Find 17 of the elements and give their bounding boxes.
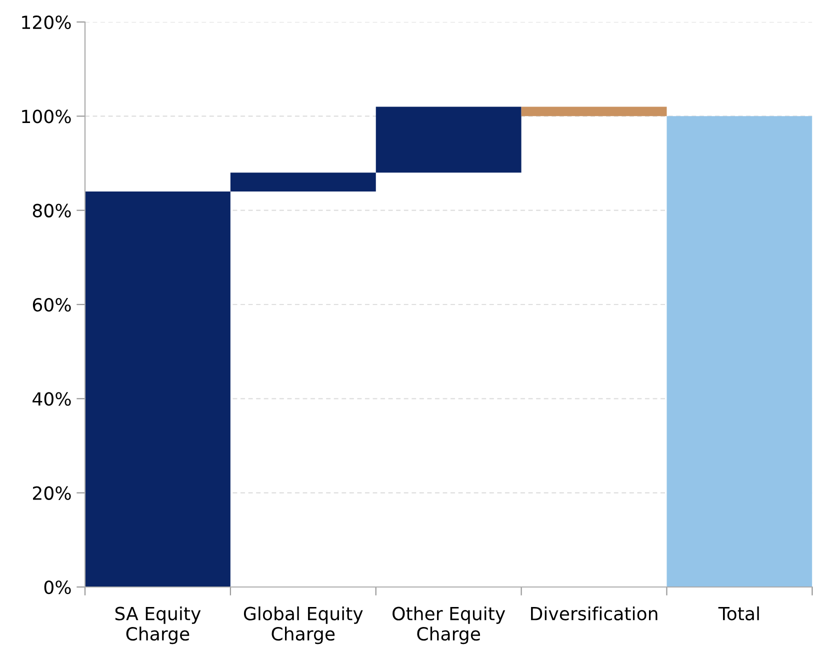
bar [666,116,812,587]
y-tick-label: 80% [32,204,71,218]
bar [85,192,230,587]
bar [376,106,522,173]
y-tick-label: 100% [22,110,71,124]
x-tick-label: Global Equity Charge [244,606,363,644]
y-tick-label: 0% [44,580,71,594]
bar [521,106,667,116]
x-tick-label: Total [718,606,759,620]
bar [230,172,376,192]
x-tick-label: SA Equity Charge [115,606,201,644]
y-tick-label: 20% [32,486,71,500]
y-tick-label: 60% [32,298,71,312]
y-tick-label: 120% [22,15,71,30]
x-tick-label: Diversification [531,606,658,620]
y-tick-label: 40% [32,392,71,406]
x-tick-label: Other Equity Charge [392,606,506,644]
